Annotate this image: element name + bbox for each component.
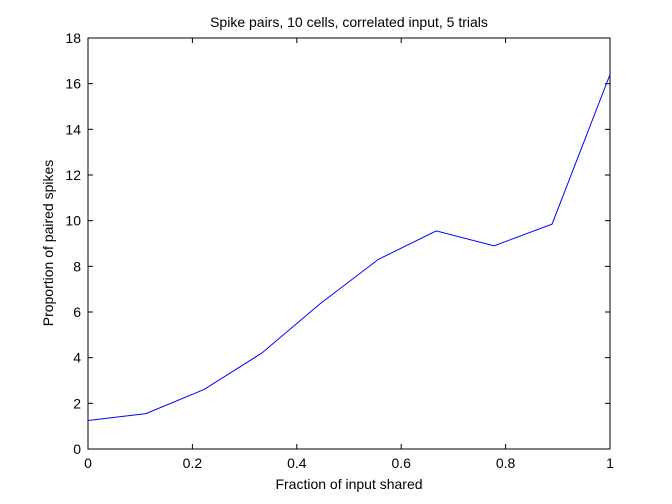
x-tick-labels: 0 0.2 0.4 0.6 0.8 1 [84,455,614,471]
x-tick-label: 0.6 [391,455,411,471]
y-tick-label: 14 [65,121,81,137]
y-tick-label: 18 [65,30,81,46]
x-tick-label: 0.4 [287,455,307,471]
y-axis-title: Proportion of paired spikes [40,160,56,327]
axis-ticks [87,37,611,450]
x-axis-title: Fraction of input shared [275,476,422,492]
x-tick-label: 0.2 [183,455,203,471]
y-tick-label: 6 [73,304,81,320]
y-tick-labels: 0 2 4 6 8 10 12 14 16 18 [65,30,81,457]
chart-title: Spike pairs, 10 cells, correlated input,… [210,14,488,30]
y-tick-label: 12 [65,167,81,183]
y-tick-label: 4 [73,350,81,366]
x-tick-label: 0.8 [496,455,516,471]
x-tick-label: 0 [84,455,92,471]
y-tick-label: 0 [73,441,81,457]
x-tick-label: 1 [606,455,614,471]
series-line [87,74,611,421]
y-tick-label: 10 [65,213,81,229]
y-tick-label: 2 [73,395,81,411]
y-tick-label: 8 [73,258,81,274]
plot-area [87,37,611,450]
y-tick-label: 16 [65,76,81,92]
